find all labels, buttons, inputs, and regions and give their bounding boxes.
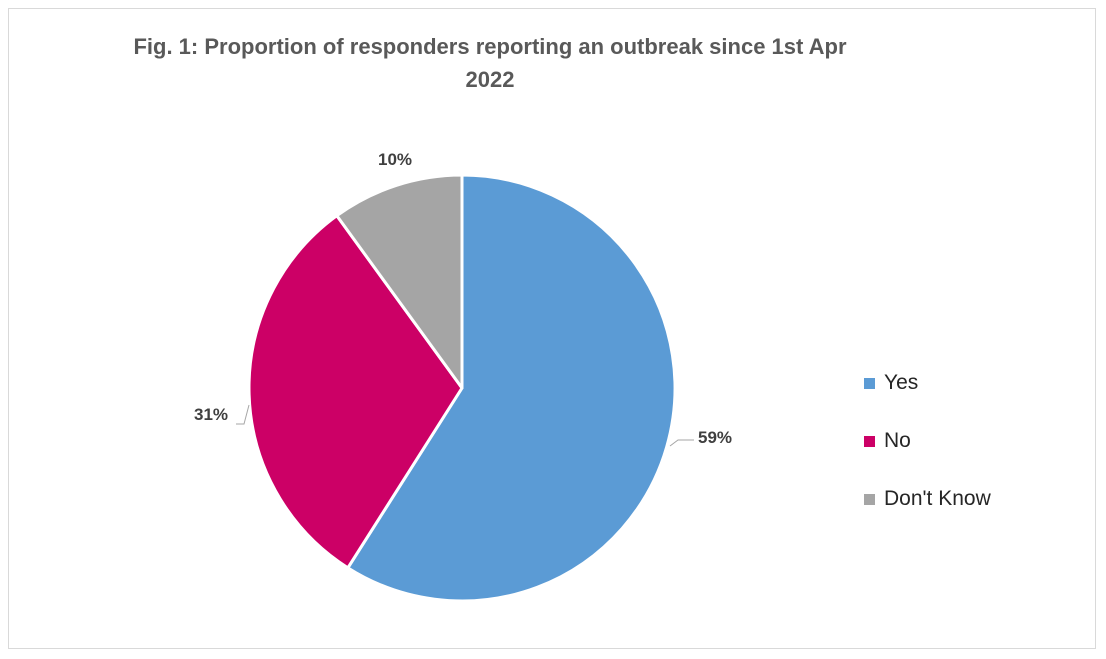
pie-slice-yes	[346, 173, 677, 603]
legend-label-yes: Yes	[884, 371, 919, 394]
leader-line-yes	[669, 439, 694, 447]
legend-swatch-no	[864, 435, 875, 447]
legend-item-no: No	[864, 412, 991, 470]
legend-item-yes: Yes	[864, 354, 991, 412]
legend-swatch-yes	[864, 377, 875, 389]
leader-line-no	[236, 404, 250, 425]
data-label-yes: 59%	[698, 428, 732, 447]
data-label-don-t-know: 10%	[378, 150, 412, 169]
legend-item-dont-know: Don't Know	[864, 470, 991, 528]
pie-slice-don-t-know	[335, 173, 464, 390]
data-label-no: 31%	[194, 405, 228, 424]
legend-label-dont-know: Don't Know	[884, 487, 991, 510]
chart-title: Fig. 1: Proportion of responders reporti…	[133, 34, 847, 92]
pie-slice-no	[247, 214, 464, 570]
legend: Yes No Don't Know	[864, 354, 991, 528]
legend-label-no: No	[884, 429, 911, 452]
legend-swatch-dont-know	[864, 493, 875, 505]
